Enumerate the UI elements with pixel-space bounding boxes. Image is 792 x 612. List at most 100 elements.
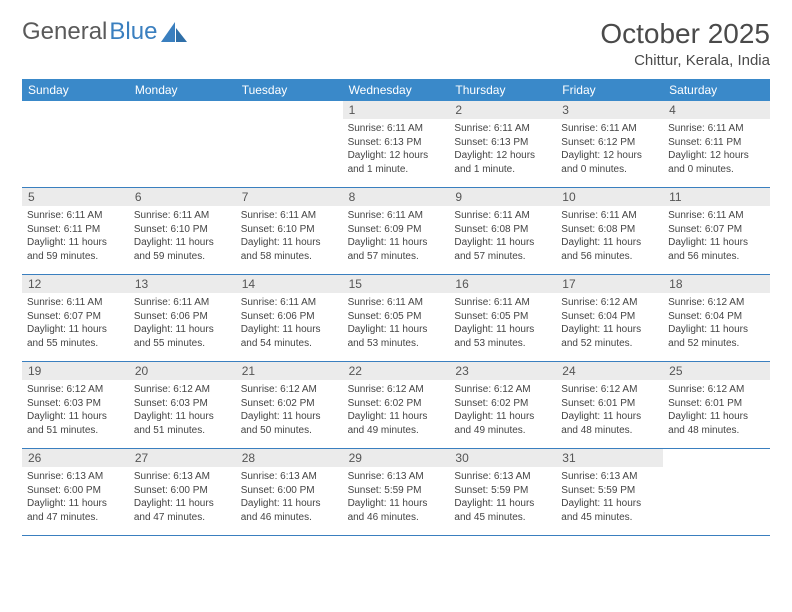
day-details: Sunrise: 6:12 AMSunset: 6:03 PMDaylight:… [129, 380, 236, 440]
weekday-tue: Tuesday [236, 79, 343, 101]
day-cell: 10Sunrise: 6:11 AMSunset: 6:08 PMDayligh… [556, 188, 663, 274]
day-number: 6 [129, 188, 236, 206]
day-details: Sunrise: 6:11 AMSunset: 6:07 PMDaylight:… [663, 206, 770, 266]
sunrise-text: Sunrise: 6:12 AM [561, 383, 658, 397]
day-details: Sunrise: 6:11 AMSunset: 6:10 PMDaylight:… [129, 206, 236, 266]
daylight-text: Daylight: 11 hours and 55 minutes. [134, 323, 231, 350]
sunset-text: Sunset: 6:00 PM [27, 484, 124, 498]
daylight-text: Daylight: 11 hours and 56 minutes. [561, 236, 658, 263]
daylight-text: Daylight: 11 hours and 58 minutes. [241, 236, 338, 263]
calendar-body: 1Sunrise: 6:11 AMSunset: 6:13 PMDaylight… [22, 101, 770, 536]
sunset-text: Sunset: 6:08 PM [454, 223, 551, 237]
day-cell: 11Sunrise: 6:11 AMSunset: 6:07 PMDayligh… [663, 188, 770, 274]
day-number: 27 [129, 449, 236, 467]
day-details: Sunrise: 6:12 AMSunset: 6:01 PMDaylight:… [663, 380, 770, 440]
weekday-sat: Saturday [663, 79, 770, 101]
day-number: 1 [343, 101, 450, 119]
sunset-text: Sunset: 6:07 PM [27, 310, 124, 324]
daylight-text: Daylight: 12 hours and 1 minute. [348, 149, 445, 176]
day-number: 5 [22, 188, 129, 206]
day-details: Sunrise: 6:12 AMSunset: 6:04 PMDaylight:… [663, 293, 770, 353]
day-number: 24 [556, 362, 663, 380]
day-details: Sunrise: 6:12 AMSunset: 6:03 PMDaylight:… [22, 380, 129, 440]
logo: GeneralBlue [22, 18, 187, 46]
day-details: Sunrise: 6:12 AMSunset: 6:01 PMDaylight:… [556, 380, 663, 440]
day-details: Sunrise: 6:12 AMSunset: 6:02 PMDaylight:… [449, 380, 556, 440]
day-details: Sunrise: 6:13 AMSunset: 6:00 PMDaylight:… [22, 467, 129, 527]
sunrise-text: Sunrise: 6:12 AM [241, 383, 338, 397]
daylight-text: Daylight: 12 hours and 0 minutes. [668, 149, 765, 176]
sunset-text: Sunset: 6:06 PM [241, 310, 338, 324]
day-number: 31 [556, 449, 663, 467]
day-number: 8 [343, 188, 450, 206]
daylight-text: Daylight: 12 hours and 1 minute. [454, 149, 551, 176]
day-cell: 3Sunrise: 6:11 AMSunset: 6:12 PMDaylight… [556, 101, 663, 187]
day-cell [22, 101, 129, 187]
daylight-text: Daylight: 11 hours and 52 minutes. [668, 323, 765, 350]
sunrise-text: Sunrise: 6:11 AM [134, 296, 231, 310]
day-number: 10 [556, 188, 663, 206]
day-cell: 17Sunrise: 6:12 AMSunset: 6:04 PMDayligh… [556, 275, 663, 361]
sunrise-text: Sunrise: 6:11 AM [348, 122, 445, 136]
day-number: 9 [449, 188, 556, 206]
day-details: Sunrise: 6:12 AMSunset: 6:04 PMDaylight:… [556, 293, 663, 353]
sunrise-text: Sunrise: 6:12 AM [134, 383, 231, 397]
sunrise-text: Sunrise: 6:12 AM [668, 296, 765, 310]
day-details: Sunrise: 6:13 AMSunset: 5:59 PMDaylight:… [449, 467, 556, 527]
daylight-text: Daylight: 11 hours and 56 minutes. [668, 236, 765, 263]
day-number: 25 [663, 362, 770, 380]
title-block: October 2025 Chittur, Kerala, India [600, 18, 770, 69]
daylight-text: Daylight: 11 hours and 50 minutes. [241, 410, 338, 437]
weekday-thu: Thursday [449, 79, 556, 101]
daylight-text: Daylight: 11 hours and 46 minutes. [348, 497, 445, 524]
location-text: Chittur, Kerala, India [600, 52, 770, 69]
weekday-wed: Wednesday [343, 79, 450, 101]
day-cell: 5Sunrise: 6:11 AMSunset: 6:11 PMDaylight… [22, 188, 129, 274]
daylight-text: Daylight: 11 hours and 53 minutes. [454, 323, 551, 350]
sunrise-text: Sunrise: 6:13 AM [27, 470, 124, 484]
sunrise-text: Sunrise: 6:13 AM [454, 470, 551, 484]
sunrise-text: Sunrise: 6:11 AM [561, 122, 658, 136]
day-details: Sunrise: 6:11 AMSunset: 6:11 PMDaylight:… [663, 119, 770, 179]
day-cell: 24Sunrise: 6:12 AMSunset: 6:01 PMDayligh… [556, 362, 663, 448]
sunset-text: Sunset: 6:02 PM [241, 397, 338, 411]
daylight-text: Daylight: 11 hours and 51 minutes. [27, 410, 124, 437]
sunset-text: Sunset: 6:10 PM [241, 223, 338, 237]
day-number: 4 [663, 101, 770, 119]
day-details: Sunrise: 6:11 AMSunset: 6:11 PMDaylight:… [22, 206, 129, 266]
sunrise-text: Sunrise: 6:11 AM [561, 209, 658, 223]
day-number: 14 [236, 275, 343, 293]
sunset-text: Sunset: 6:03 PM [27, 397, 124, 411]
day-number: 18 [663, 275, 770, 293]
day-number: 28 [236, 449, 343, 467]
sunrise-text: Sunrise: 6:11 AM [27, 296, 124, 310]
sunrise-text: Sunrise: 6:11 AM [134, 209, 231, 223]
day-cell: 4Sunrise: 6:11 AMSunset: 6:11 PMDaylight… [663, 101, 770, 187]
daylight-text: Daylight: 11 hours and 45 minutes. [454, 497, 551, 524]
day-details: Sunrise: 6:11 AMSunset: 6:05 PMDaylight:… [343, 293, 450, 353]
daylight-text: Daylight: 11 hours and 55 minutes. [27, 323, 124, 350]
day-number: 3 [556, 101, 663, 119]
day-cell: 1Sunrise: 6:11 AMSunset: 6:13 PMDaylight… [343, 101, 450, 187]
day-number: 22 [343, 362, 450, 380]
week-row: 5Sunrise: 6:11 AMSunset: 6:11 PMDaylight… [22, 188, 770, 275]
daylight-text: Daylight: 11 hours and 48 minutes. [561, 410, 658, 437]
day-number: 11 [663, 188, 770, 206]
day-details: Sunrise: 6:11 AMSunset: 6:08 PMDaylight:… [449, 206, 556, 266]
sunset-text: Sunset: 6:05 PM [348, 310, 445, 324]
daylight-text: Daylight: 11 hours and 47 minutes. [27, 497, 124, 524]
sunset-text: Sunset: 6:07 PM [668, 223, 765, 237]
month-title: October 2025 [600, 18, 770, 50]
sunset-text: Sunset: 6:01 PM [561, 397, 658, 411]
sunrise-text: Sunrise: 6:11 AM [27, 209, 124, 223]
daylight-text: Daylight: 11 hours and 52 minutes. [561, 323, 658, 350]
day-details: Sunrise: 6:13 AMSunset: 6:00 PMDaylight:… [236, 467, 343, 527]
day-details: Sunrise: 6:13 AMSunset: 6:00 PMDaylight:… [129, 467, 236, 527]
sunrise-text: Sunrise: 6:11 AM [454, 209, 551, 223]
day-details: Sunrise: 6:11 AMSunset: 6:10 PMDaylight:… [236, 206, 343, 266]
day-cell: 22Sunrise: 6:12 AMSunset: 6:02 PMDayligh… [343, 362, 450, 448]
day-cell [236, 101, 343, 187]
day-cell: 2Sunrise: 6:11 AMSunset: 6:13 PMDaylight… [449, 101, 556, 187]
day-cell: 25Sunrise: 6:12 AMSunset: 6:01 PMDayligh… [663, 362, 770, 448]
day-cell [663, 449, 770, 535]
